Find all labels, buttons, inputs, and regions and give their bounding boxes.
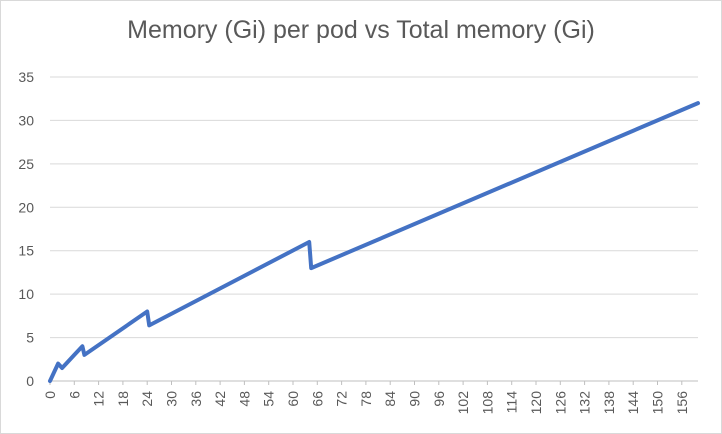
- x-tick-labels: 0 6 12 18 24 30 36 42 48 54 60 66 72 78 84 90 96 102 108 11…: [42, 391, 690, 415]
- x-tick-label: 24: [139, 391, 155, 407]
- x-tick-label: 78: [358, 391, 374, 407]
- x-tick-label: 96: [431, 391, 447, 407]
- series-lines: [48, 101, 700, 383]
- x-tick-label: 36: [188, 391, 204, 407]
- series-line-1: [48, 101, 700, 383]
- y-tick-label: 10: [18, 286, 34, 302]
- grid-lines: [50, 76, 698, 339]
- x-tick-label: 126: [552, 391, 568, 415]
- y-tick-label: 5: [26, 330, 34, 346]
- x-tick-label: 120: [528, 391, 544, 415]
- x-tick-label: 102: [455, 391, 471, 415]
- x-tick-label: 72: [334, 391, 350, 407]
- y-tick-label: 30: [18, 112, 34, 128]
- x-tick-label: 156: [674, 391, 690, 415]
- x-tick-label: 90: [407, 391, 423, 407]
- y-tick-label: 20: [18, 199, 34, 215]
- x-tick-label: 30: [164, 391, 180, 407]
- x-tick-label: 54: [261, 391, 277, 407]
- x-tick-label: 48: [236, 391, 252, 407]
- x-tick-label: 144: [625, 391, 641, 415]
- x-tick-label: 84: [382, 391, 398, 407]
- y-tick-label: 0: [26, 373, 34, 389]
- x-tick-label: 132: [577, 391, 593, 415]
- y-tick-label: 35: [18, 69, 34, 85]
- x-tick-label: 150: [650, 391, 666, 415]
- x-tick-label: 42: [212, 391, 228, 407]
- x-tick-label: 60: [285, 391, 301, 407]
- x-tick-label: 138: [601, 391, 617, 415]
- chart-title: Memory (Gi) per pod vs Total memory (Gi): [127, 16, 595, 44]
- axes: [49, 380, 698, 385]
- x-tick-label: 114: [504, 391, 520, 414]
- x-tick-label: 66: [309, 391, 325, 407]
- x-tick-label: 12: [91, 391, 107, 407]
- x-tick-label: 0: [42, 391, 58, 399]
- x-tick-label: 18: [115, 391, 131, 407]
- y-tick-label: 25: [18, 156, 34, 172]
- y-tick-labels: 0 5 10 15 20 25 30 35: [18, 69, 34, 389]
- x-tick-label: 108: [479, 391, 495, 415]
- x-tick-label: 6: [66, 391, 82, 399]
- y-tick-label: 15: [18, 243, 34, 259]
